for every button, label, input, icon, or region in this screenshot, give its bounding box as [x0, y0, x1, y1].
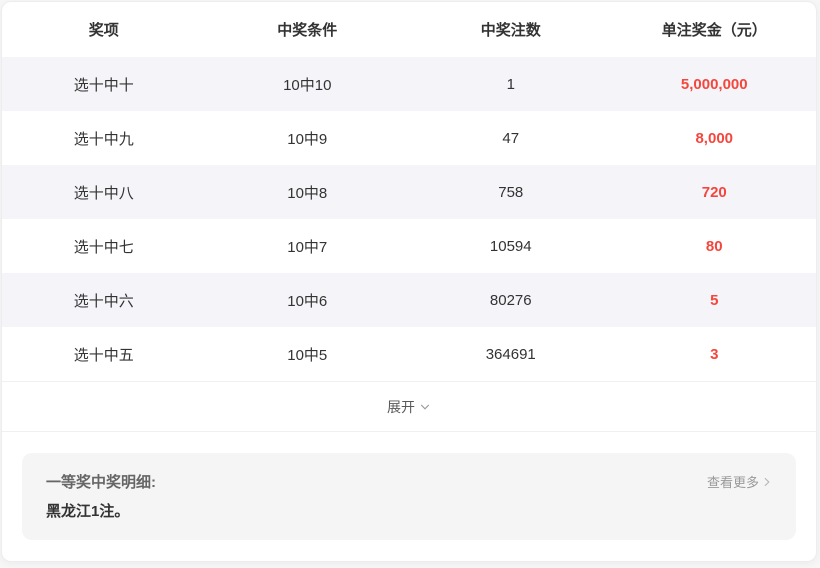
prize-name-cell: 选十中五 — [73, 346, 134, 364]
prize-amount-cell: 80 — [705, 237, 723, 255]
chevron-down-icon — [420, 404, 430, 410]
bets-count-cell: 80276 — [489, 291, 532, 309]
view-more-label: 查看更多 — [706, 475, 759, 490]
column-header-bets: 中奖注数 — [480, 22, 541, 39]
column-header-condition: 中奖条件 — [277, 22, 338, 39]
first-prize-detail-section: 一等奖中奖明细: 黑龙江1注。 查看更多 — [2, 431, 816, 561]
table-row: 选十中六 10中6 80276 5 — [2, 273, 816, 327]
prize-amount-cell: 8,000 — [695, 129, 734, 147]
chevron-right-icon — [764, 477, 770, 486]
column-header-prize: 奖项 — [88, 22, 119, 39]
bets-count-cell: 1 — [506, 75, 515, 93]
condition-cell: 10中5 — [287, 346, 328, 364]
detail-text-block: 一等奖中奖明细: 黑龙江1注。 — [46, 468, 156, 526]
prize-name-cell: 选十中七 — [73, 238, 134, 256]
prize-amount-cell: 720 — [701, 183, 727, 201]
bets-count-cell: 758 — [498, 183, 524, 201]
prize-amount-cell: 3 — [710, 345, 719, 363]
bets-count-cell: 47 — [502, 129, 520, 147]
detail-value: 黑龙江1注。 — [46, 503, 130, 520]
prize-amount-cell: 5,000,000 — [680, 75, 748, 93]
detail-label: 一等奖中奖明细: — [46, 474, 156, 491]
prize-amount-cell: 5 — [710, 291, 719, 309]
prize-name-cell: 选十中九 — [73, 130, 134, 148]
condition-cell: 10中10 — [283, 76, 332, 94]
column-header-amount: 单注奖金（元） — [661, 22, 767, 39]
table-header-row: 奖项 中奖条件 中奖注数 单注奖金（元） — [2, 2, 816, 57]
table-row: 选十中九 10中9 47 8,000 — [2, 111, 816, 165]
prize-name-cell: 选十中十 — [73, 76, 134, 94]
prize-name-cell: 选十中八 — [73, 184, 134, 202]
table-row: 选十中五 10中5 364691 3 — [2, 327, 816, 381]
condition-cell: 10中6 — [287, 292, 328, 310]
expand-label: 展开 — [387, 398, 415, 415]
expand-button[interactable]: 展开 — [2, 381, 816, 431]
table-row: 选十中八 10中8 758 720 — [2, 165, 816, 219]
bets-count-cell: 10594 — [489, 237, 532, 255]
view-more-link[interactable]: 查看更多 — [707, 472, 772, 491]
condition-cell: 10中9 — [287, 130, 328, 148]
first-prize-detail-card: 一等奖中奖明细: 黑龙江1注。 查看更多 — [22, 453, 796, 540]
table-row: 选十中七 10中7 10594 80 — [2, 219, 816, 273]
bets-count-cell: 364691 — [485, 345, 536, 363]
prize-name-cell: 选十中六 — [73, 292, 134, 310]
condition-cell: 10中7 — [287, 238, 328, 256]
condition-cell: 10中8 — [287, 184, 328, 202]
table-row: 选十中十 10中10 1 5,000,000 — [2, 57, 816, 111]
